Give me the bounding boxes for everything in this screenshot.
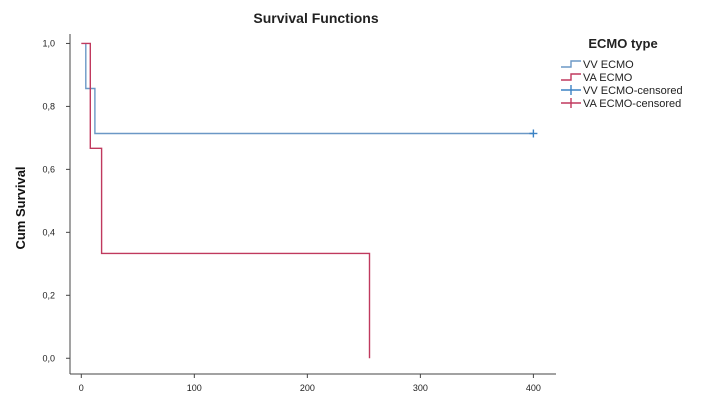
censored-marker [529, 129, 538, 138]
legend-label: VA ECMO [583, 72, 633, 84]
legend-entry: VA ECMO-censored [561, 98, 681, 110]
y-tick-label: 0,8 [42, 101, 55, 111]
legend-title: ECMO type [588, 36, 657, 51]
y-tick-label: 0,2 [42, 290, 55, 300]
legend-label: VV ECMO [583, 59, 634, 71]
chart-title: Survival Functions [253, 10, 378, 26]
legend-entry: VA ECMO [561, 72, 633, 84]
y-tick-label: 0,6 [42, 164, 55, 174]
x-tick-label: 0 [79, 383, 84, 393]
x-tick-label: 100 [187, 383, 202, 393]
y-tick-label: 0,0 [42, 353, 55, 363]
legend-label: VV ECMO-censored [583, 85, 683, 97]
legend-label: VA ECMO-censored [583, 98, 681, 110]
y-tick-label: 0,4 [42, 227, 55, 237]
series-line-va-ecmo [81, 42, 371, 359]
legend-entry: VV ECMO [561, 59, 634, 71]
x-tick-label: 400 [526, 383, 541, 393]
plot-area: 0,0 0,2 0,4 0,6 0,8 1,0 0 100 200 300 400 [42, 34, 556, 393]
x-tick-label: 200 [300, 383, 315, 393]
legend-entry: VV ECMO-censored [561, 85, 683, 97]
series-line-vv-ecmo [85, 43, 534, 135]
y-tick-label: 1,0 [42, 38, 55, 48]
x-tick-label: 300 [413, 383, 428, 393]
legend-swatch-step [561, 73, 581, 81]
y-axis-label: Cum Survival [13, 166, 28, 249]
legend-swatch-step [561, 60, 581, 68]
